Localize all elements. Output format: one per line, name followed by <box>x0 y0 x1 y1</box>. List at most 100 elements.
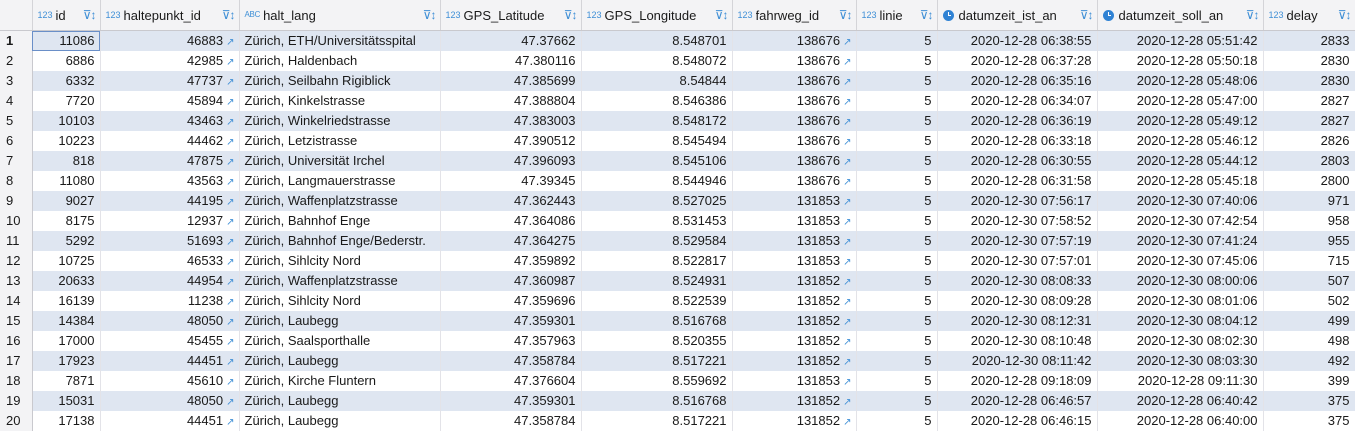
cell-datumzeit-soll-an[interactable]: 2020-12-30 08:00:06 <box>1097 270 1264 291</box>
link-icon[interactable]: ↗ <box>843 157 852 168</box>
cell-gps-latitude[interactable]: 47.383003 <box>440 110 582 131</box>
cell-fahrweg-id[interactable]: 131853 ↗ <box>732 230 857 251</box>
column-header-linie[interactable]: 123 linie ⊽↕ <box>856 0 938 31</box>
cell-haltepunkt-id[interactable]: 45455 ↗ <box>100 330 240 351</box>
link-icon[interactable]: ↗ <box>843 57 852 68</box>
cell-halt-lang[interactable]: Zürich, Kirche Fluntern <box>239 370 441 391</box>
table-row[interactable]: 6 10223 44462 ↗ Zürich, Letzistrasse 47.39051… <box>0 130 1355 151</box>
row-number[interactable]: 11 <box>0 230 33 251</box>
cell-haltepunkt-id[interactable]: 11238 ↗ <box>100 290 240 311</box>
link-icon[interactable]: ↗ <box>226 57 235 68</box>
column-header-id[interactable]: 123 id ⊽↕ <box>32 0 101 31</box>
cell-delay[interactable]: 2830 <box>1263 70 1355 91</box>
cell-delay[interactable]: 375 <box>1263 390 1355 411</box>
cell-linie[interactable]: 5 <box>856 270 938 291</box>
cell-delay[interactable]: 507 <box>1263 270 1355 291</box>
filter-sort-icon[interactable]: ⊽↕ <box>714 8 729 22</box>
cell-linie[interactable]: 5 <box>856 210 938 231</box>
cell-id[interactable]: 17000 <box>32 330 101 351</box>
link-icon[interactable]: ↗ <box>843 237 852 248</box>
column-header-gps-longitude[interactable]: 123 GPS_Longitude ⊽↕ <box>581 0 733 31</box>
link-icon[interactable]: ↗ <box>226 217 235 228</box>
cell-gps-longitude[interactable]: 8.546386 <box>581 90 733 111</box>
column-header-haltepunkt-id[interactable]: 123 haltepunkt_id ⊽↕ <box>100 0 240 31</box>
cell-haltepunkt-id[interactable]: 45610 ↗ <box>100 370 240 391</box>
link-icon[interactable]: ↗ <box>226 257 235 268</box>
link-icon[interactable]: ↗ <box>843 177 852 188</box>
link-icon[interactable]: ↗ <box>843 197 852 208</box>
row-number[interactable]: 5 <box>0 110 33 131</box>
cell-delay[interactable]: 2803 <box>1263 150 1355 171</box>
cell-delay[interactable]: 492 <box>1263 350 1355 371</box>
filter-sort-icon[interactable]: ⊽↕ <box>919 8 934 22</box>
row-number[interactable]: 2 <box>0 50 33 71</box>
cell-gps-longitude[interactable]: 8.522539 <box>581 290 733 311</box>
cell-linie[interactable]: 5 <box>856 250 938 271</box>
cell-delay[interactable]: 498 <box>1263 330 1355 351</box>
cell-haltepunkt-id[interactable]: 45894 ↗ <box>100 90 240 111</box>
cell-datumzeit-ist-an[interactable]: 2020-12-30 08:10:48 <box>937 330 1098 351</box>
cell-datumzeit-ist-an[interactable]: 2020-12-28 06:46:15 <box>937 410 1098 431</box>
cell-id[interactable]: 10223 <box>32 130 101 151</box>
cell-fahrweg-id[interactable]: 138676 ↗ <box>732 90 857 111</box>
cell-datumzeit-ist-an[interactable]: 2020-12-30 07:57:19 <box>937 230 1098 251</box>
link-icon[interactable]: ↗ <box>226 77 235 88</box>
row-number[interactable]: 9 <box>0 190 33 211</box>
cell-datumzeit-ist-an[interactable]: 2020-12-30 08:12:31 <box>937 310 1098 331</box>
link-icon[interactable]: ↗ <box>226 117 235 128</box>
cell-datumzeit-ist-an[interactable]: 2020-12-28 06:31:58 <box>937 170 1098 191</box>
table-row[interactable]: 13 20633 44954 ↗ Zürich, Waffenplatzstrasse 4… <box>0 270 1355 291</box>
cell-linie[interactable]: 5 <box>856 370 938 391</box>
row-number[interactable]: 18 <box>0 370 33 391</box>
link-icon[interactable]: ↗ <box>843 277 852 288</box>
filter-sort-icon[interactable]: ⊽↕ <box>838 8 853 22</box>
cell-gps-latitude[interactable]: 47.39345 <box>440 170 582 191</box>
table-row[interactable]: 17 17923 44451 ↗ Zürich, Laubegg 47.358784 8.5… <box>0 350 1355 371</box>
cell-fahrweg-id[interactable]: 131853 ↗ <box>732 250 857 271</box>
cell-gps-latitude[interactable]: 47.358784 <box>440 350 582 371</box>
cell-haltepunkt-id[interactable]: 43463 ↗ <box>100 110 240 131</box>
cell-linie[interactable]: 5 <box>856 50 938 71</box>
link-icon[interactable]: ↗ <box>226 197 235 208</box>
cell-gps-latitude[interactable]: 47.358784 <box>440 410 582 431</box>
cell-gps-latitude[interactable]: 47.396093 <box>440 150 582 171</box>
cell-haltepunkt-id[interactable]: 48050 ↗ <box>100 310 240 331</box>
cell-halt-lang[interactable]: Zürich, Laubegg <box>239 310 441 331</box>
table-row[interactable]: 10 8175 12937 ↗ Zürich, Bahnhof Enge 47.36408… <box>0 210 1355 231</box>
cell-delay[interactable]: 499 <box>1263 310 1355 331</box>
cell-gps-latitude[interactable]: 47.360987 <box>440 270 582 291</box>
cell-fahrweg-id[interactable]: 138676 ↗ <box>732 110 857 131</box>
cell-haltepunkt-id[interactable]: 48050 ↗ <box>100 390 240 411</box>
cell-gps-latitude[interactable]: 47.359892 <box>440 250 582 271</box>
cell-id[interactable]: 6886 <box>32 50 101 71</box>
link-icon[interactable]: ↗ <box>843 377 852 388</box>
filter-sort-icon[interactable]: ⊽↕ <box>422 8 437 22</box>
filter-sort-icon[interactable]: ⊽↕ <box>563 8 578 22</box>
column-header-datumzeit-soll-an[interactable]: datumzeit_soll_an ⊽↕ <box>1097 0 1264 31</box>
cell-linie[interactable]: 5 <box>856 330 938 351</box>
cell-id[interactable]: 17138 <box>32 410 101 431</box>
cell-gps-latitude[interactable]: 47.37662 <box>440 30 582 51</box>
link-icon[interactable]: ↗ <box>843 77 852 88</box>
cell-fahrweg-id[interactable]: 131853 ↗ <box>732 190 857 211</box>
cell-gps-longitude[interactable]: 8.545106 <box>581 150 733 171</box>
cell-haltepunkt-id[interactable]: 46883 ↗ <box>100 30 240 51</box>
cell-datumzeit-soll-an[interactable]: 2020-12-30 07:41:24 <box>1097 230 1264 251</box>
cell-delay[interactable]: 502 <box>1263 290 1355 311</box>
cell-halt-lang[interactable]: Zürich, Letzistrasse <box>239 130 441 151</box>
cell-delay[interactable]: 955 <box>1263 230 1355 251</box>
cell-gps-longitude[interactable]: 8.522817 <box>581 250 733 271</box>
cell-halt-lang[interactable]: Zürich, Kinkelstrasse <box>239 90 441 111</box>
cell-datumzeit-soll-an[interactable]: 2020-12-28 06:40:00 <box>1097 410 1264 431</box>
cell-gps-longitude[interactable]: 8.529584 <box>581 230 733 251</box>
table-row[interactable]: 5 10103 43463 ↗ Zürich, Winkelriedstrasse 47.… <box>0 110 1355 131</box>
cell-halt-lang[interactable]: Zürich, Bahnhof Enge <box>239 210 441 231</box>
cell-datumzeit-ist-an[interactable]: 2020-12-28 06:33:18 <box>937 130 1098 151</box>
cell-gps-longitude[interactable]: 8.54844 <box>581 70 733 91</box>
cell-gps-latitude[interactable]: 47.364086 <box>440 210 582 231</box>
table-row[interactable]: 20 17138 44451 ↗ Zürich, Laubegg 47.358784 8.5… <box>0 410 1355 431</box>
cell-halt-lang[interactable]: Zürich, ETH/Universitätsspital <box>239 30 441 51</box>
link-icon[interactable]: ↗ <box>843 357 852 368</box>
cell-haltepunkt-id[interactable]: 43563 ↗ <box>100 170 240 191</box>
link-icon[interactable]: ↗ <box>226 237 235 248</box>
